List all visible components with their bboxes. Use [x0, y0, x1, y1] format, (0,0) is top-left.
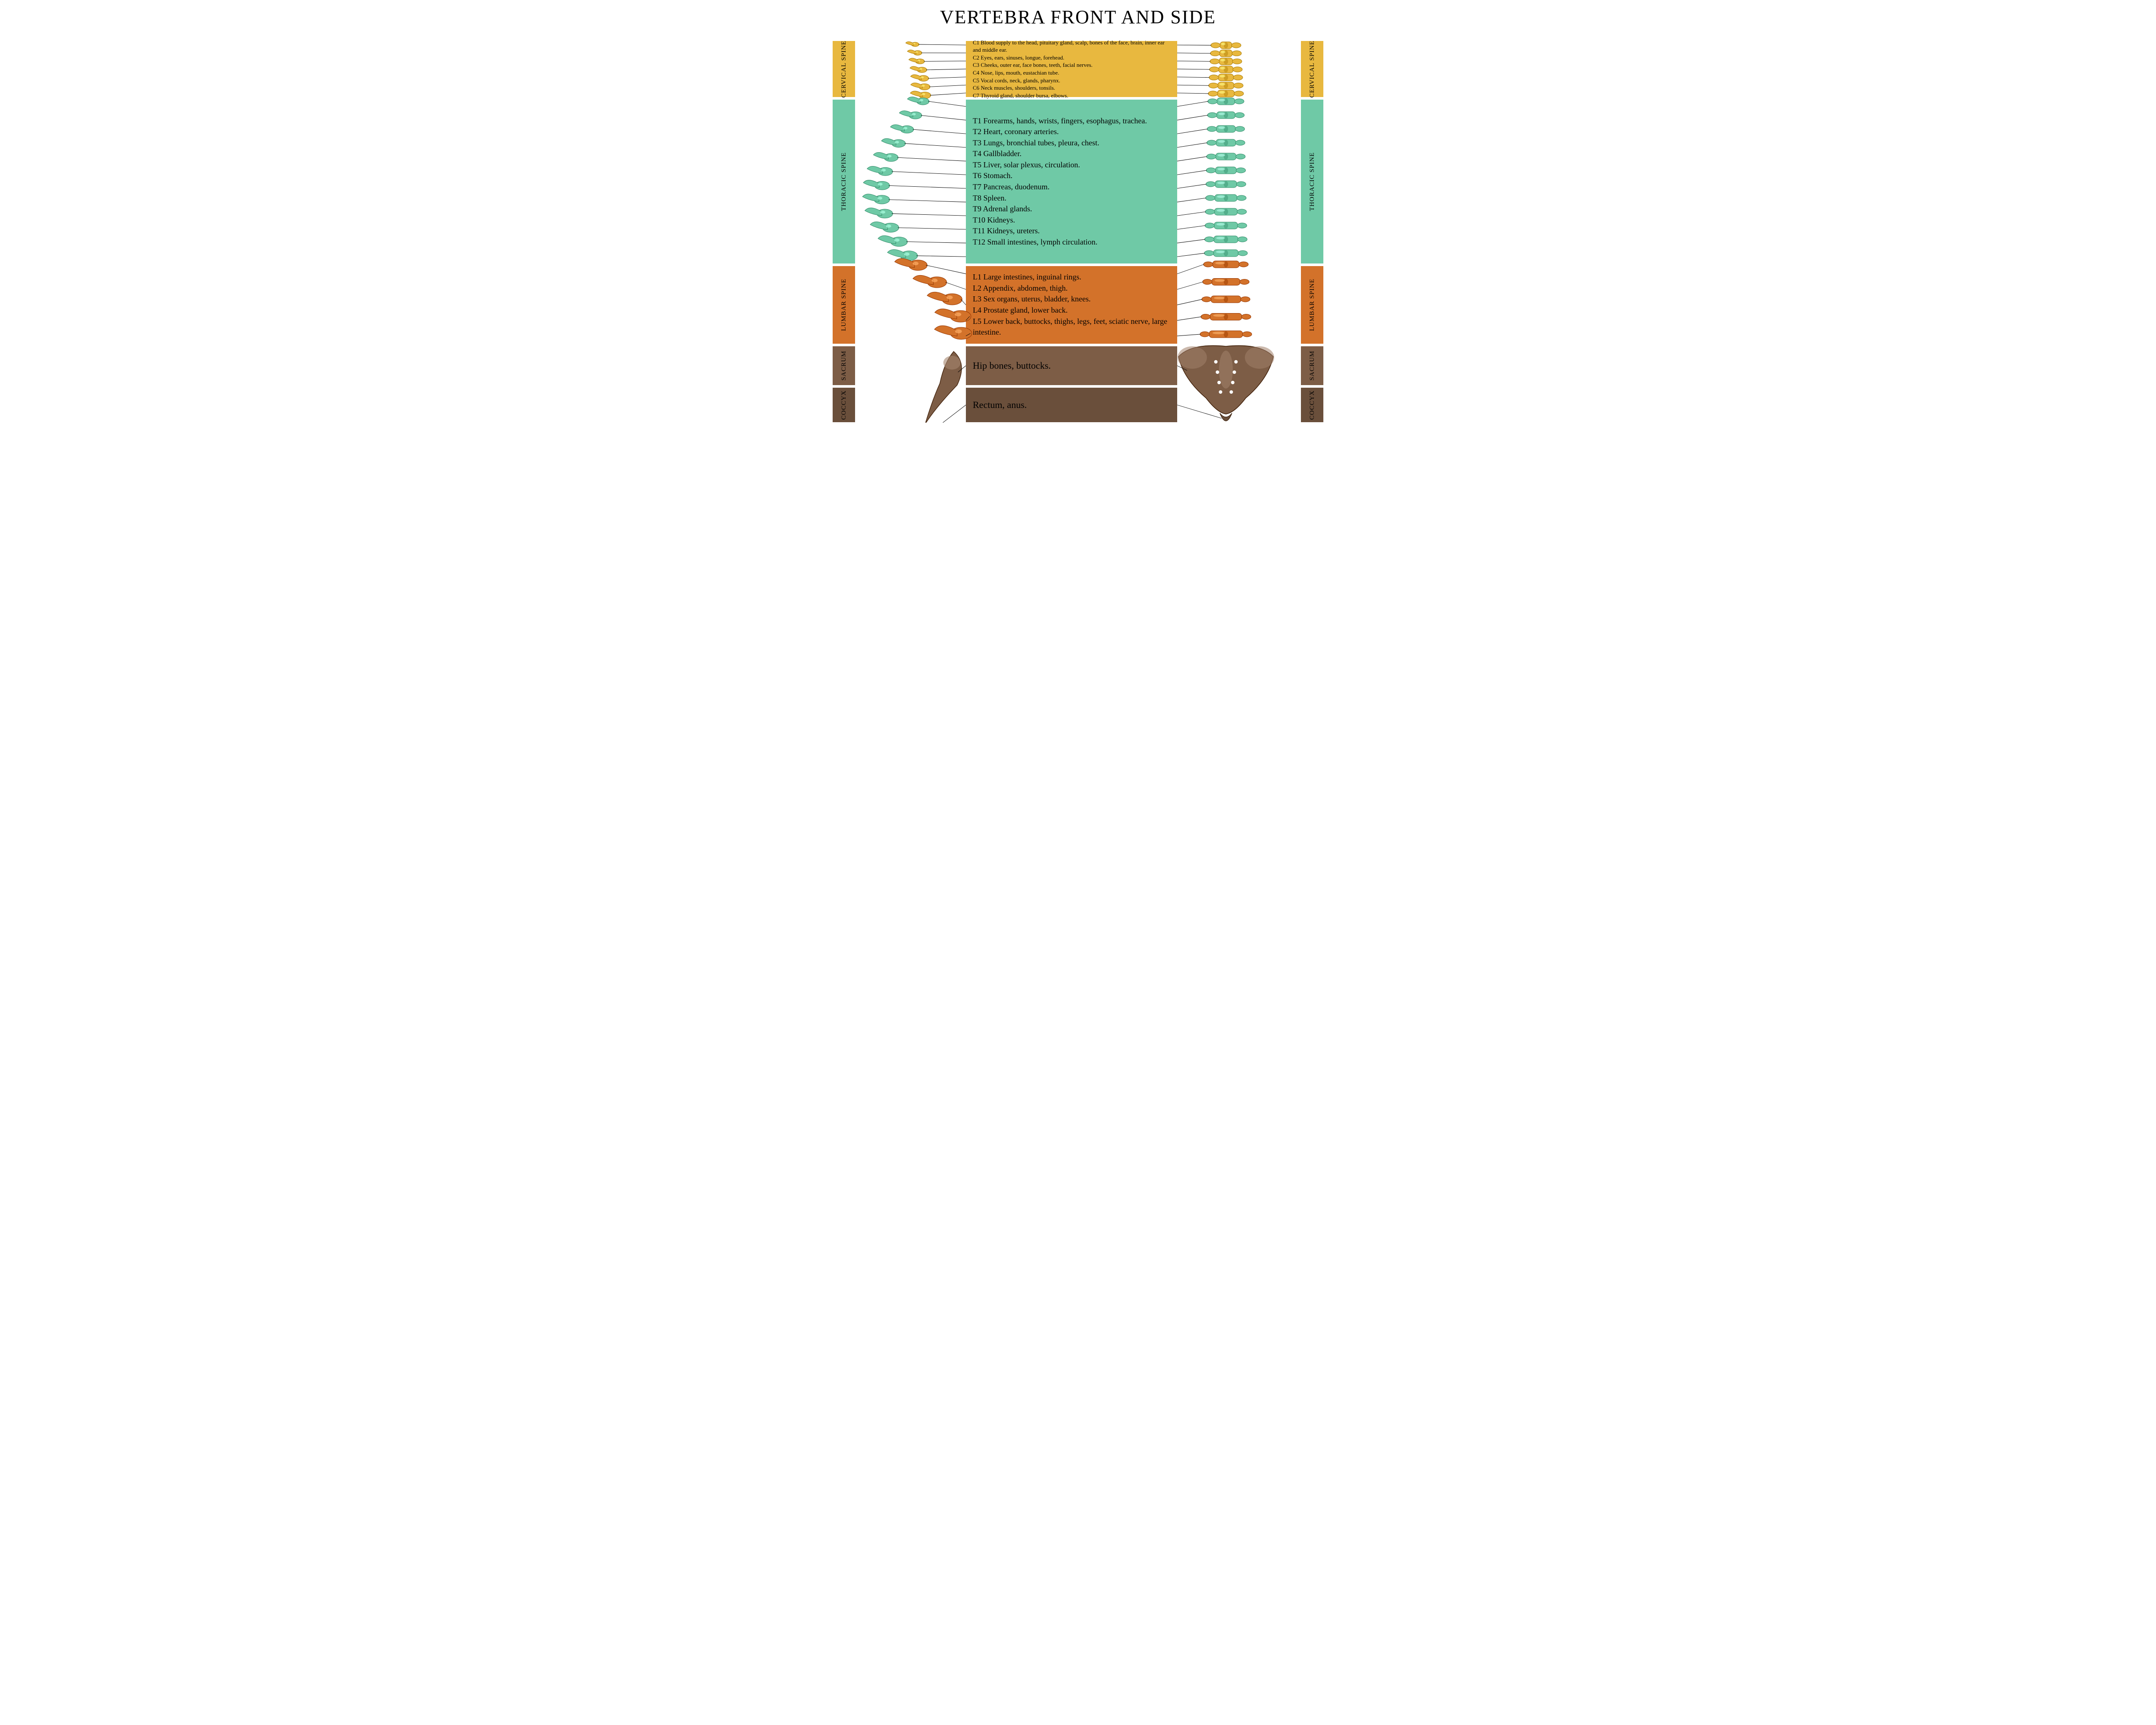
region-label-coccyx: COCCYX [833, 388, 855, 422]
description-row: C6 Neck muscles, shoulders, tonsils. [973, 84, 1171, 92]
page: VERTEBRA FRONT AND SIDE CERVICAL SPINE TH… [808, 0, 1348, 431]
description-row: Rectum, anus. [973, 398, 1171, 411]
description-block-coccyx: Rectum, anus. [966, 388, 1177, 422]
region-label-thoracic: THORACIC SPINE [833, 100, 855, 263]
region-label-text: COCCYX [1309, 390, 1316, 420]
description-row: T12 Small intestines, lymph circulation. [973, 237, 1171, 248]
description-row: C2 Eyes, ears, sinuses, longue, forehead… [973, 54, 1171, 62]
description-row: T4 Gallbladder. [973, 148, 1171, 160]
description-row: C3 Cheeks, outer ear, face bones, teeth,… [973, 61, 1171, 69]
region-label-coccyx: COCCYX [1301, 388, 1323, 422]
region-label-text: LUMBAR SPINE [840, 279, 848, 331]
region-label-text: CERVICAL SPINE [1309, 41, 1316, 98]
description-row: L1 Large intestines, inguinal rings. [973, 272, 1171, 283]
region-label-text: THORACIC SPINE [840, 152, 848, 211]
description-row: Hip bones, buttocks. [973, 359, 1171, 372]
description-row: C5 Vocal cords, neck, glands, pharynx. [973, 77, 1171, 85]
region-label-sacrum: SACRUM [833, 346, 855, 385]
description-row: T10 Kidneys. [973, 215, 1171, 226]
description-row: C4 Nose, lips, mouth, eustachian tube. [973, 69, 1171, 77]
region-label-text: COCCYX [840, 390, 848, 420]
description-row: T5 Liver, solar plexus, circulation. [973, 160, 1171, 171]
region-label-lumbar: LUMBAR SPINE [1301, 266, 1323, 344]
region-label-lumbar: LUMBAR SPINE [833, 266, 855, 344]
front-spine [1177, 42, 1274, 421]
description-row: T7 Pancreas, duodenum. [973, 182, 1171, 193]
description-row: T3 Lungs, bronchial tubes, pleura, chest… [973, 138, 1171, 149]
description-row: L5 Lower back, buttocks, thighs, legs, f… [973, 316, 1171, 338]
description-row: T9 Adrenal glands. [973, 204, 1171, 215]
description-row: T6 Stomach. [973, 170, 1171, 182]
center-description-column: C1 Blood supply to the head, pituitary g… [966, 41, 1177, 422]
region-label-cervical: CERVICAL SPINE [833, 41, 855, 97]
description-row: C7 Thyroid gland, shoulder bursa, elbows… [973, 92, 1171, 100]
description-row: T1 Forearms, hands, wrists, fingers, eso… [973, 116, 1171, 127]
region-label-text: CERVICAL SPINE [840, 41, 848, 98]
description-block-sacrum: Hip bones, buttocks. [966, 346, 1177, 385]
region-label-text: THORACIC SPINE [1309, 152, 1316, 211]
region-label-text: SACRUM [840, 351, 848, 380]
region-label-thoracic: THORACIC SPINE [1301, 100, 1323, 263]
right-region-column: CERVICAL SPINE THORACIC SPINE LUMBAR SPINE… [1301, 41, 1323, 422]
page-title: VERTEBRA FRONT AND SIDE [808, 6, 1348, 28]
description-row: L2 Appendix, abdomen, thigh. [973, 283, 1171, 294]
description-row: T2 Heart, coronary arteries. [973, 126, 1171, 138]
region-label-text: SACRUM [1309, 351, 1316, 380]
left-region-column: CERVICAL SPINE THORACIC SPINE LUMBAR SPINE… [833, 41, 855, 422]
description-block-lumbar: L1 Large intestines, inguinal rings.L2 A… [966, 266, 1177, 344]
description-row: T11 Kidneys, ureters. [973, 226, 1171, 237]
description-row: T8 Spleen. [973, 193, 1171, 204]
description-block-thoracic: T1 Forearms, hands, wrists, fingers, eso… [966, 100, 1177, 263]
region-label-text: LUMBAR SPINE [1309, 279, 1316, 331]
description-block-cervical: C1 Blood supply to the head, pituitary g… [966, 41, 1177, 97]
description-row: C1 Blood supply to the head, pituitary g… [973, 39, 1171, 54]
description-row: L4 Prostate gland, lower back. [973, 305, 1171, 316]
region-label-cervical: CERVICAL SPINE [1301, 41, 1323, 97]
region-label-sacrum: SACRUM [1301, 346, 1323, 385]
description-row: L3 Sex organs, uterus, bladder, knees. [973, 294, 1171, 305]
side-spine [862, 42, 972, 423]
